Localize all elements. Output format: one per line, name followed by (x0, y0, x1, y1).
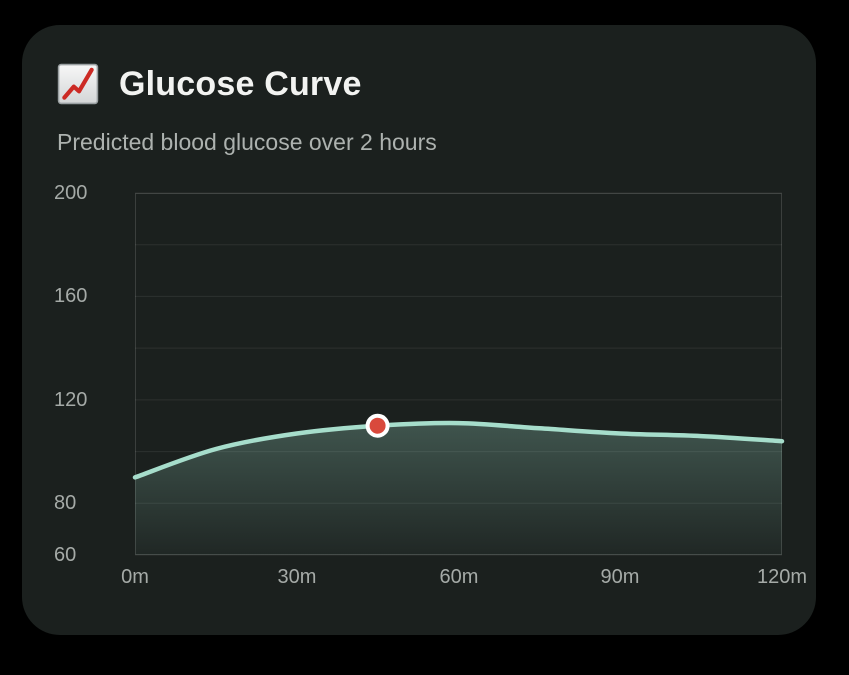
x-tick-label: 60m (439, 566, 479, 588)
chart-increasing-icon (57, 63, 99, 105)
y-tick-label: 200 (54, 182, 88, 204)
y-tick-label: 80 (54, 492, 77, 514)
y-tick-label: 60 (54, 544, 77, 566)
glucose-curve-line (132, 420, 785, 480)
x-tick-label: 0m (121, 566, 149, 588)
glucose-curve-card: Glucose Curve Predicted blood glucose ov… (22, 25, 816, 635)
glucose-area-fill (135, 423, 782, 555)
card-subtitle: Predicted blood glucose over 2 hours (57, 129, 437, 155)
card-header: Glucose Curve (57, 63, 362, 105)
card-title: Glucose Curve (119, 64, 362, 103)
y-tick-label: 120 (54, 389, 88, 411)
chart-increasing-icon-svg (57, 63, 99, 105)
x-tick-label: 90m (600, 566, 640, 588)
glucose-curve-plot (132, 192, 785, 556)
y-tick-label: 160 (54, 285, 88, 307)
current-value-marker-dot (365, 413, 390, 438)
x-tick-label: 120m (756, 566, 808, 588)
glucose-chart: 200 160 120 80 60 0m 30m 60m 90m 120m (54, 182, 807, 588)
x-tick-label: 30m (277, 566, 317, 588)
